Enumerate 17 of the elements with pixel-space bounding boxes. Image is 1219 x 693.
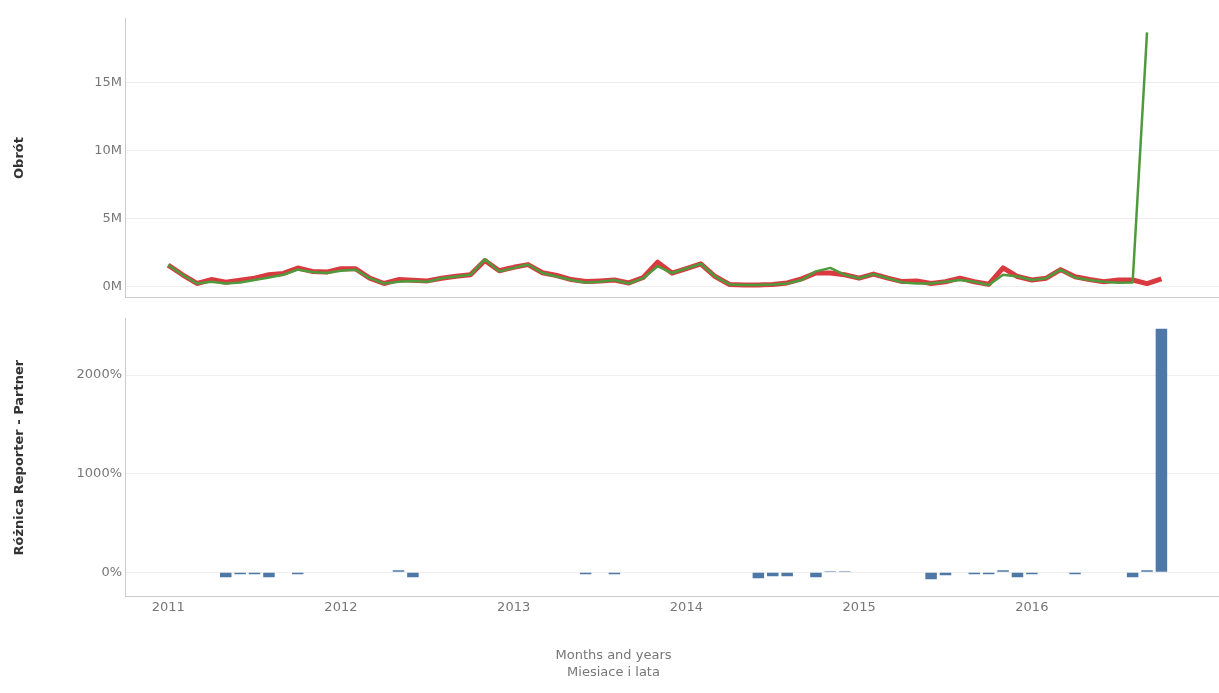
x-tick-label: 2011 xyxy=(151,598,185,614)
y-tick-label: 0% xyxy=(101,563,122,579)
y-axis-title: Różnica Reporter - Partner xyxy=(11,359,27,556)
x-tick-label: 2016 xyxy=(1015,598,1049,614)
x-tick-label: 2014 xyxy=(669,598,703,614)
y-tick-label: 15M xyxy=(94,74,122,89)
y-tick-label: 2000% xyxy=(76,366,122,382)
y-tick-label: 10M xyxy=(94,141,122,157)
y-axis-title: Obrót xyxy=(11,137,27,179)
text: Months and years xyxy=(554,646,673,663)
text: Miesiace i lata xyxy=(566,663,661,680)
x-tick-label: 2012 xyxy=(324,598,358,614)
y-tick-label: 1000% xyxy=(76,465,122,480)
x-tick-label: 2013 xyxy=(497,598,531,614)
y-tick-label: 5M xyxy=(102,209,122,225)
y-tick-label: 0M xyxy=(102,277,122,293)
x-tick-label: 2015 xyxy=(842,598,876,614)
